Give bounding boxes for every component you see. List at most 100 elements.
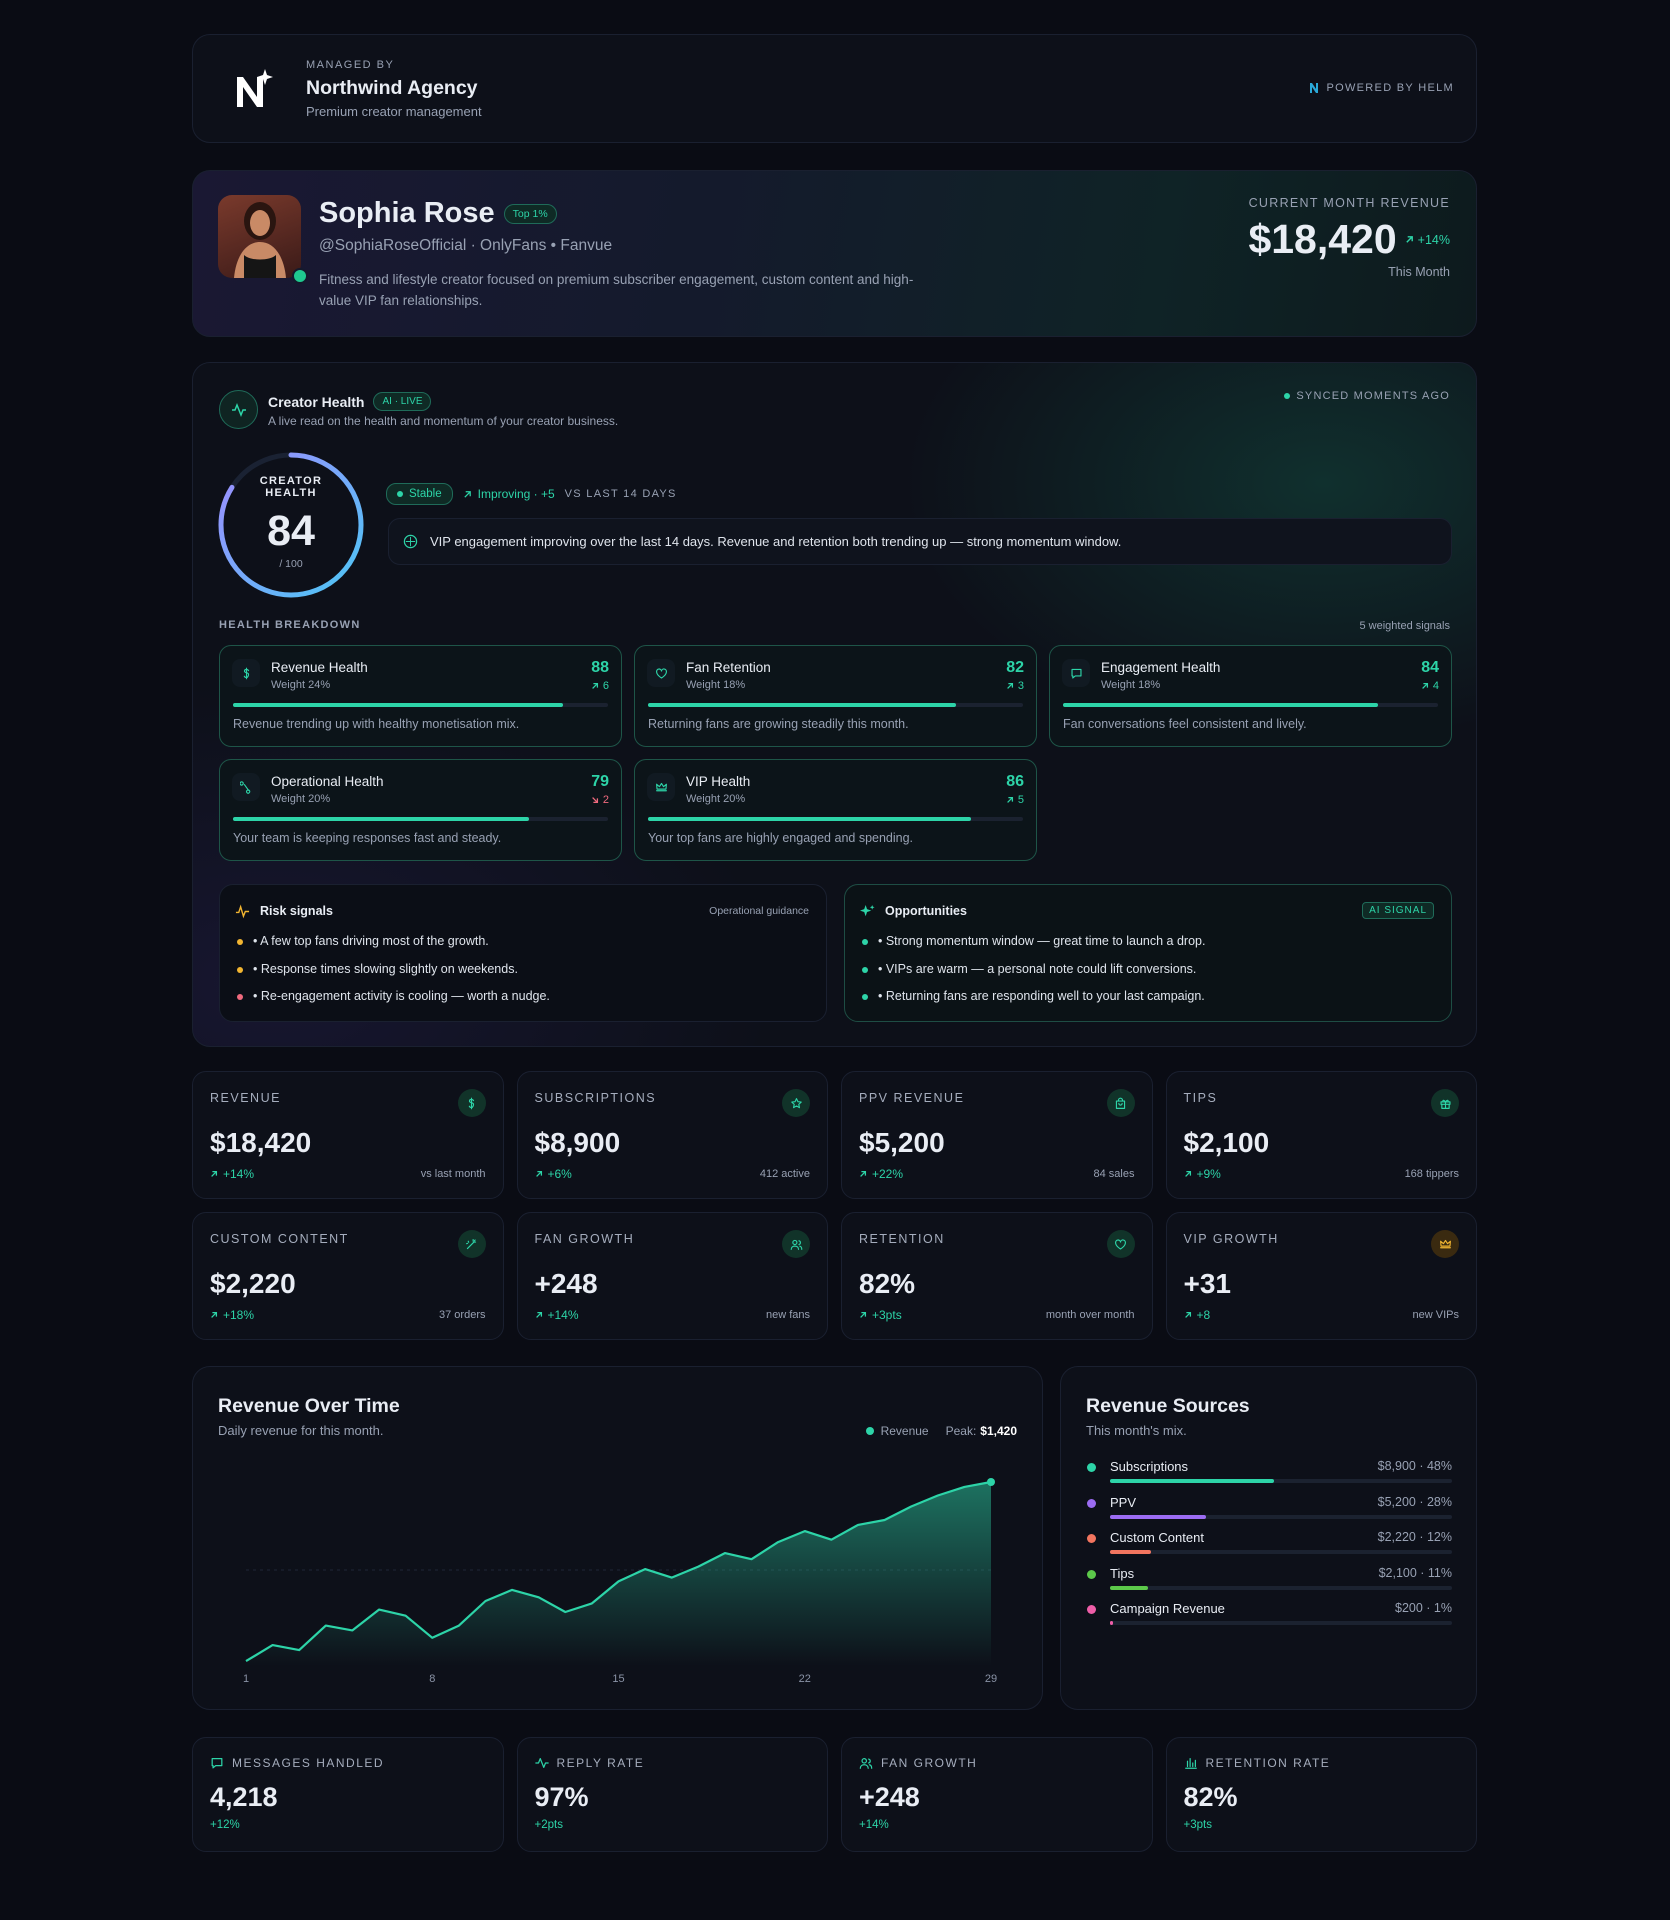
stat-change: +3pts	[1183, 1819, 1212, 1831]
signal-delta-value: 3	[1017, 680, 1024, 692]
kpi-change: +8	[1184, 1308, 1211, 1322]
sources-subtitle: This month's mix.	[1086, 1423, 1187, 1438]
gauge-arc	[218, 452, 364, 598]
stat-value: +248	[859, 1782, 920, 1812]
sync-text: SYNCED MOMENTS AGO	[1296, 390, 1450, 402]
item-dot	[862, 966, 868, 973]
kpi-note: 84 sales	[1093, 1168, 1135, 1180]
source-value: $5,200 · 28%	[1377, 1494, 1452, 1509]
signal-delta-value: 6	[602, 680, 609, 692]
signal-bar	[233, 703, 563, 707]
kpi-note: vs last month	[420, 1168, 486, 1180]
stat-card: MESSAGES HANDLED 4,218 +12%	[192, 1737, 504, 1852]
signal-delta: 6	[591, 680, 609, 692]
area-fill	[246, 1482, 991, 1666]
x-tick-label: 1	[243, 1673, 249, 1685]
trend-arrow	[1422, 682, 1428, 689]
line-chart: 1 8 15 22 29	[243, 1478, 997, 1685]
avatar-image	[234, 202, 286, 278]
stat-label: MESSAGES HANDLED	[232, 1756, 385, 1770]
x-tick-label: 22	[799, 1673, 811, 1685]
up-arrow	[1405, 236, 1413, 243]
kpi-change-value: +14%	[547, 1308, 579, 1322]
source-dot	[1087, 1605, 1096, 1614]
signal-weight: Weight 24%	[271, 679, 331, 691]
trend-arrow	[211, 1170, 218, 1177]
stat-label-row: REPLY RATE	[534, 1756, 645, 1770]
kpi-note: 37 orders	[439, 1309, 486, 1321]
kpi-card: FAN GROWTH +248 +14% new fans	[516, 1212, 828, 1340]
kpi-change-value: +6%	[547, 1167, 572, 1181]
kpi-value: $8,900	[534, 1127, 621, 1158]
health-gauge	[218, 452, 364, 598]
signal-delta: 3	[1006, 680, 1024, 692]
health-icon	[219, 390, 258, 429]
kpi-label: RETENTION	[859, 1232, 945, 1246]
icon	[1115, 1097, 1126, 1109]
health-card: Creator Health AI · LIVE A live read on …	[192, 362, 1477, 1047]
source-dot	[1087, 1534, 1096, 1543]
trend-arrow	[535, 1311, 542, 1318]
signal-name: VIP Health	[686, 774, 751, 789]
kpi-card: VIP GROWTH +31 +8 new VIPs	[1165, 1212, 1477, 1340]
signal-card: Operational Health Weight 20% 79 2 Your team…	[219, 759, 622, 861]
signal-track	[648, 817, 1023, 821]
kpi-label: SUBSCRIPTIONS	[534, 1091, 657, 1105]
status-row: Stable Improving · +5 VS LAST 14 DAYS	[386, 483, 677, 505]
chart-card: Revenue Over Time Daily revenue for this…	[192, 1366, 1043, 1710]
signal-bar	[233, 817, 530, 821]
signal-bar	[648, 817, 971, 821]
kpi-change-value: +8	[1196, 1308, 1211, 1322]
revenue-label: CURRENT MONTH REVENUE	[1248, 196, 1450, 210]
health-subtitle: A live read on the health and momentum o…	[268, 414, 619, 428]
gauge-score: 84	[267, 507, 315, 555]
signal-score: 86	[1006, 773, 1024, 790]
signal-weight: Weight 18%	[686, 679, 746, 691]
stat-label: FAN GROWTH	[881, 1756, 978, 1770]
kpi-card: SUBSCRIPTIONS $8,900 +6% 412 active	[516, 1071, 828, 1199]
signal-name: Revenue Health	[271, 660, 368, 675]
signal-card: Fan Retention Weight 18% 82 3 Returning fans…	[634, 645, 1037, 747]
signal-note: Fan conversations feel consistent and li…	[1063, 717, 1307, 731]
signal-icon	[1062, 659, 1090, 687]
kpi-change-value: +9%	[1196, 1167, 1221, 1181]
kpi-value: +248	[534, 1268, 598, 1299]
kpi-label: PPV REVENUE	[859, 1091, 965, 1105]
item-dot	[862, 939, 868, 945]
stat-card: FAN GROWTH +248 +14%	[841, 1737, 1153, 1852]
signal-score: 82	[1006, 659, 1024, 676]
legend-label: Revenue	[880, 1424, 929, 1438]
handle: @SophiaRoseOfficial · OnlyFans • Fanvue	[319, 237, 613, 254]
kpi-icon	[782, 1230, 810, 1258]
kpi-card: RETENTION 82% +3pts month over month	[841, 1212, 1153, 1340]
icon	[211, 1758, 223, 1769]
kpi-note: 168 tippers	[1404, 1168, 1459, 1180]
source-bar	[1110, 1550, 1152, 1554]
trend-arrow	[1007, 682, 1013, 689]
source-track	[1110, 1479, 1452, 1483]
breakdown-title: HEALTH BREAKDOWN	[219, 619, 361, 631]
kpi-icon	[1106, 1230, 1135, 1258]
kpi-label: FAN GROWTH	[534, 1232, 635, 1246]
icon	[859, 1758, 873, 1769]
kpi-icon	[782, 1089, 810, 1117]
status-dot	[397, 491, 403, 497]
revenue-row: $18,420 +14%	[1248, 216, 1450, 263]
sources-card: Revenue Sources This month's mix. Subscr…	[1060, 1366, 1477, 1710]
kpi-change: +3pts	[859, 1308, 902, 1322]
agency-logo	[237, 69, 273, 107]
trend: Improving · +5	[477, 487, 555, 501]
stat-label-row: RETENTION RATE	[1184, 1756, 1331, 1770]
kpi-change: +22%	[859, 1167, 903, 1181]
insight-text: VIP engagement improving over the last 1…	[430, 534, 1122, 549]
stat-label-row: MESSAGES HANDLED	[210, 1756, 384, 1770]
icon	[534, 1758, 549, 1768]
item-text: • VIPs are warm — a personal note could …	[878, 961, 1197, 976]
signal-track	[233, 703, 608, 707]
health-title-row: Creator Health AI · LIVE	[268, 392, 432, 411]
helm-icon	[1309, 83, 1318, 93]
source-value: $2,220 · 12%	[1377, 1530, 1452, 1544]
x-tick-label: 8	[429, 1673, 435, 1685]
icon	[1070, 668, 1082, 679]
